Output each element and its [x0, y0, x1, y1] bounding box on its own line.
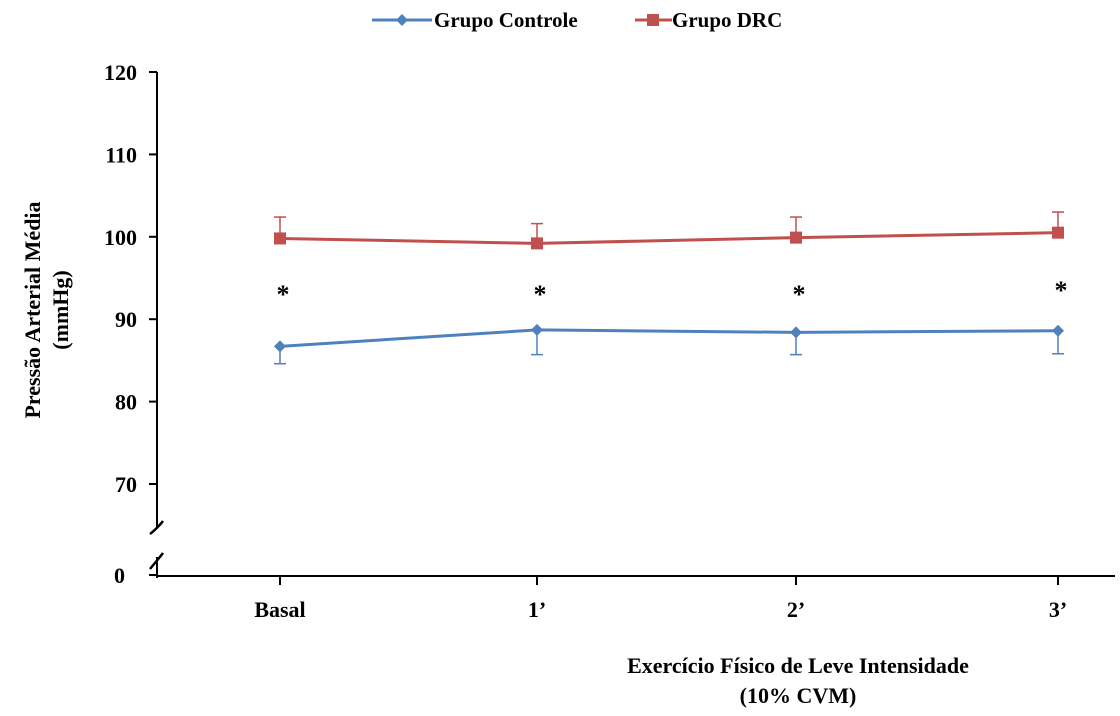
data-point-0-1 — [531, 323, 543, 336]
x-tick-label-1: 1’ — [528, 597, 546, 622]
data-point-1-2 — [790, 231, 802, 244]
series-0 — [274, 323, 1064, 365]
x-tick-label-2: 2’ — [787, 597, 805, 622]
data-point-1-0 — [274, 232, 286, 245]
legend-marker-controle — [396, 14, 408, 26]
data-point-0-2 — [790, 326, 802, 339]
data-point-0-3 — [1052, 324, 1064, 337]
x-tick-label-0: Basal — [254, 597, 305, 622]
legend-item-drc: Grupo DRC — [635, 8, 782, 32]
x-tick-label-3: 3’ — [1049, 597, 1067, 622]
data-point-0-0 — [274, 340, 286, 353]
x-axis-title-line2: (10% CVM) — [740, 683, 857, 708]
legend-label-drc: Grupo DRC — [672, 8, 782, 32]
y-axis-break-mark-upper — [149, 520, 164, 535]
y-tick-label-zero: 0 — [114, 563, 125, 588]
x-axis: Basal 1’ 2’ 3’ — [157, 575, 1115, 622]
data-point-1-1 — [531, 237, 543, 250]
series-layer — [274, 211, 1064, 365]
significance-marker-1: * — [534, 280, 547, 309]
y-axis-title-line1: Pressão Arterial Média — [20, 201, 45, 418]
data-point-1-3 — [1052, 226, 1064, 239]
y-tick-label-100: 100 — [104, 225, 137, 250]
y-tick-label-80: 80 — [115, 390, 137, 415]
significance-marker-2: * — [793, 280, 806, 309]
significance-marker-3: * — [1055, 276, 1068, 305]
y-axis-title-line2: (mmHg) — [48, 270, 73, 349]
series-line-0 — [279, 328, 1059, 348]
y-axis-break-mark-lower — [149, 552, 164, 570]
series-1 — [274, 211, 1064, 250]
legend-label-controle: Grupo Controle — [434, 8, 578, 32]
significance-marker-0: * — [277, 280, 290, 309]
y-ticks: 70 80 90 100 110 120 — [104, 60, 157, 497]
y-tick-label-110: 110 — [105, 142, 137, 167]
y-tick-label-120: 120 — [104, 60, 137, 85]
legend: Grupo Controle Grupo DRC — [372, 8, 782, 32]
legend-item-controle: Grupo Controle — [372, 8, 578, 32]
y-axis: 70 80 90 100 110 120 0 — [104, 60, 164, 588]
series-line-1 — [279, 231, 1059, 245]
x-axis-title-line1: Exercício Físico de Leve Intensidade — [627, 653, 969, 678]
y-tick-label-90: 90 — [115, 307, 137, 332]
y-tick-label-70: 70 — [115, 472, 137, 497]
annotations: * * * * — [277, 276, 1068, 309]
x-ticks: Basal 1’ 2’ 3’ — [254, 576, 1067, 622]
legend-marker-drc — [647, 14, 659, 26]
